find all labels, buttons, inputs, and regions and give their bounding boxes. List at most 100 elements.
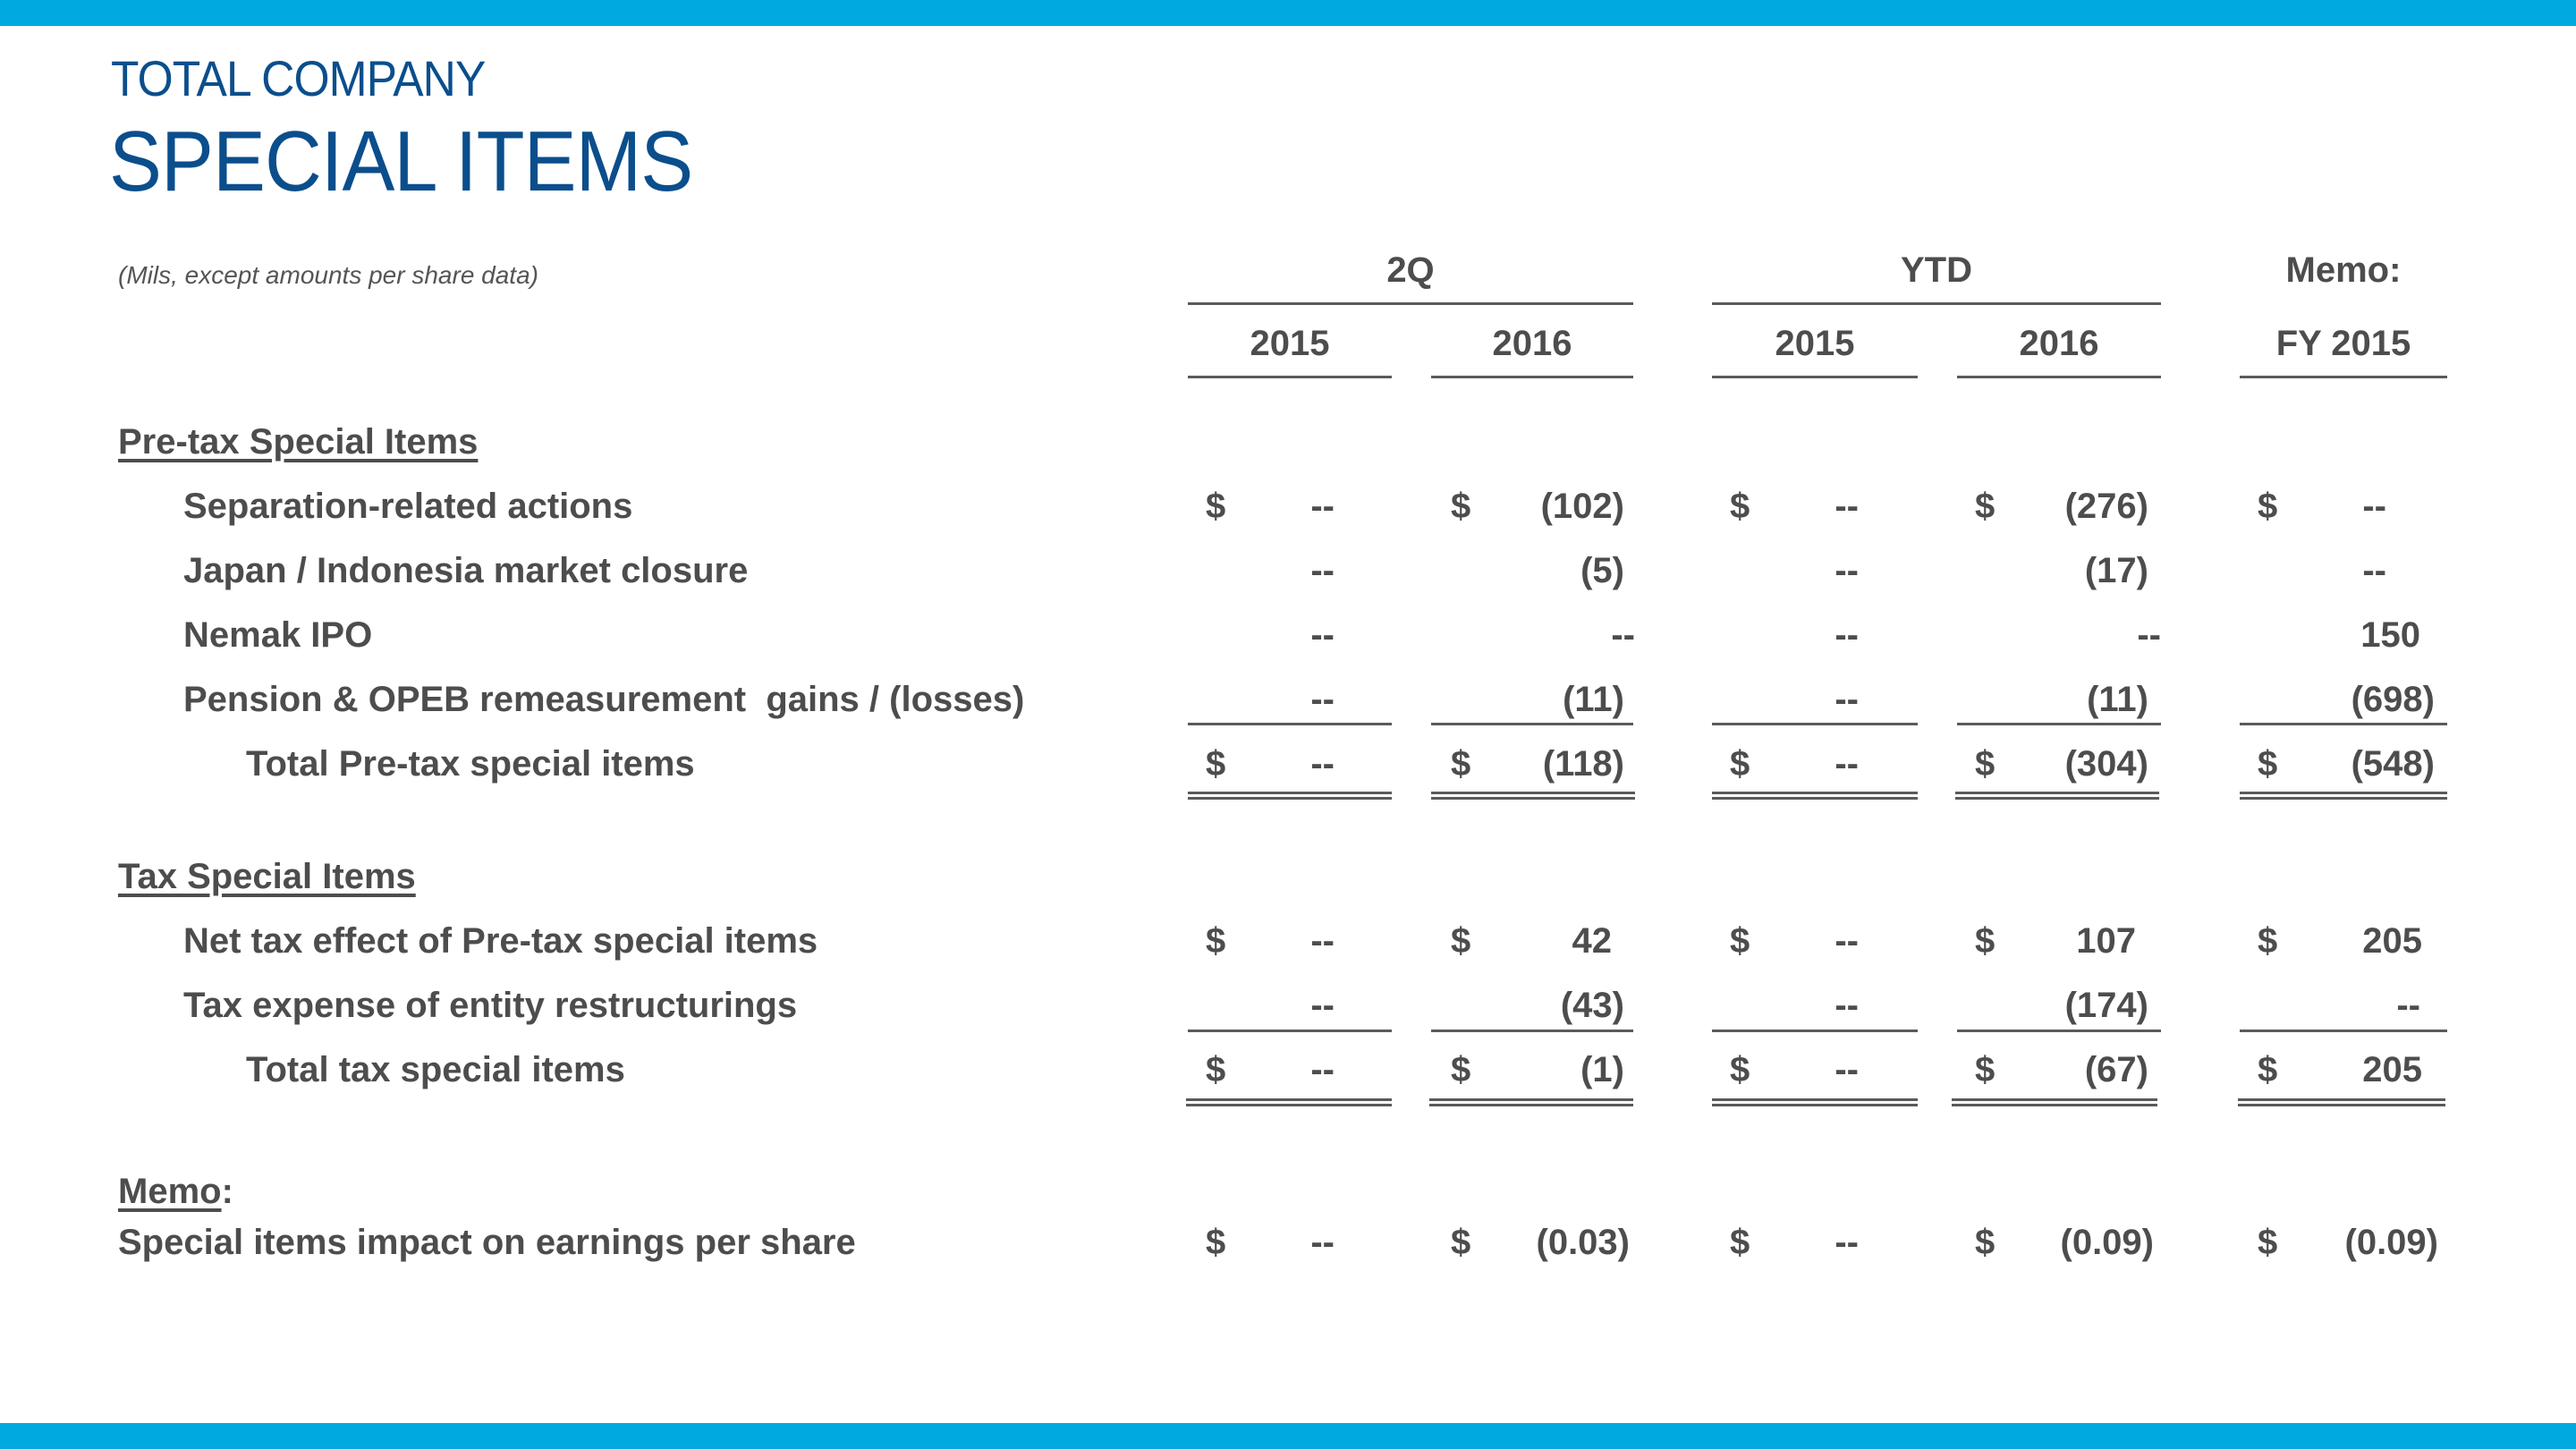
- cell-ytd-2015: --: [1835, 487, 1859, 526]
- section-header-memo: Memo:: [0, 1170, 2576, 1213]
- subtotal-rule: [1957, 1030, 2161, 1032]
- memo-heading: Memo:: [118, 1170, 233, 1213]
- subtotal-rule: [2240, 1030, 2447, 1032]
- cell-ytd-2016: (67): [2084, 1050, 2148, 1089]
- cell-2q-2015: --: [1310, 615, 1335, 655]
- row-label: Separation-related actions: [183, 487, 633, 526]
- cell-ytd-2016: --: [2137, 615, 2161, 655]
- row-label: Special items impact on earnings per sha…: [118, 1223, 856, 1262]
- cell-2q-2016: (118): [1542, 744, 1624, 784]
- memo-colon: :: [221, 1172, 233, 1211]
- cell-2q-2015: --: [1310, 680, 1335, 719]
- section-header-tax: Tax Special Items: [0, 855, 2576, 898]
- subtotal-rule: [2240, 723, 2447, 725]
- cell-memo-fy2015: (698): [2351, 680, 2435, 719]
- row-label: Tax expense of entity restructurings: [183, 986, 798, 1025]
- currency-symbol: $: [1730, 1050, 1750, 1089]
- total-double-rule: [1712, 792, 1918, 800]
- year-rule: [1188, 376, 1392, 378]
- subtotal-rule: [1712, 723, 1918, 725]
- cell-memo-fy2015: --: [2362, 487, 2386, 526]
- subtotal-rule: [1188, 1030, 1392, 1032]
- currency-symbol: $: [1206, 1050, 1226, 1089]
- table-row: Tax expense of entity restructurings -- …: [0, 984, 2576, 1027]
- table-row: Nemak IPO -- -- -- -- 150: [0, 614, 2576, 657]
- col-2q-2015: 2015: [1250, 324, 1330, 363]
- cell-memo-fy2015: --: [2396, 986, 2420, 1025]
- table-row-total: Total Pre-tax special items $ -- $ (118)…: [0, 742, 2576, 785]
- group-rule-ytd: [1712, 302, 2161, 305]
- currency-symbol: $: [1451, 921, 1471, 961]
- total-double-rule: [1186, 1098, 1392, 1106]
- total-double-rule: [1429, 1098, 1633, 1106]
- table-row: Japan / Indonesia market closure -- (5) …: [0, 549, 2576, 592]
- cell-ytd-2015: --: [1835, 1223, 1859, 1262]
- cell-memo-fy2015: (0.09): [2344, 1223, 2439, 1262]
- cell-ytd-2015: --: [1835, 551, 1859, 590]
- cell-2q-2016: (0.03): [1536, 1223, 1631, 1262]
- cell-ytd-2015: --: [1835, 1050, 1859, 1089]
- cell-memo-fy2015: 205: [2362, 1050, 2422, 1089]
- currency-symbol: $: [1451, 487, 1471, 526]
- units-note: (Mils, except amounts per share data): [118, 261, 538, 289]
- year-rule: [1431, 376, 1633, 378]
- currency-symbol: $: [1975, 487, 1996, 526]
- cell-ytd-2015: --: [1835, 680, 1859, 719]
- currency-symbol: $: [1451, 744, 1471, 784]
- row-label: Japan / Indonesia market closure: [183, 551, 749, 590]
- total-double-rule: [1712, 1098, 1918, 1106]
- cell-memo-fy2015: 150: [2360, 615, 2420, 655]
- cell-2q-2015: --: [1310, 921, 1335, 961]
- row-label: Nemak IPO: [183, 615, 373, 655]
- cell-2q-2016: (1): [1580, 1050, 1624, 1089]
- subtotal-rule: [1431, 723, 1633, 725]
- col-ytd-2016: 2016: [2019, 324, 2099, 363]
- cell-2q-2016: (43): [1560, 986, 1624, 1025]
- cell-2q-2016: --: [1611, 615, 1635, 655]
- total-double-rule: [2240, 792, 2447, 800]
- col-group-2q: 2Q: [1386, 250, 1435, 290]
- currency-symbol: $: [1206, 1223, 1226, 1262]
- total-double-rule: [2238, 1098, 2445, 1106]
- cell-2q-2016: (5): [1580, 551, 1624, 590]
- cell-ytd-2016: (174): [2064, 986, 2148, 1025]
- currency-symbol: $: [1975, 921, 1996, 961]
- col-group-memo: Memo:: [2285, 250, 2402, 290]
- cell-memo-fy2015: --: [2362, 551, 2386, 590]
- cell-ytd-2015: --: [1835, 744, 1859, 784]
- row-label: Total Pre-tax special items: [246, 744, 695, 784]
- cell-ytd-2016: (276): [2064, 487, 2148, 526]
- col-group-ytd: YTD: [1901, 250, 1972, 290]
- cell-2q-2016: 42: [1572, 921, 1613, 961]
- currency-symbol: $: [1975, 1050, 1996, 1089]
- total-double-rule: [1431, 792, 1635, 800]
- section-title: Memo: [118, 1172, 222, 1211]
- cell-2q-2015: --: [1310, 1223, 1335, 1262]
- cell-ytd-2015: --: [1835, 615, 1859, 655]
- currency-symbol: $: [1975, 1223, 1996, 1262]
- col-2q-2016: 2016: [1492, 324, 1572, 363]
- table-row: Special items impact on earnings per sha…: [0, 1221, 2576, 1264]
- year-rule: [1957, 376, 2161, 378]
- cell-ytd-2015: --: [1835, 921, 1859, 961]
- cell-ytd-2016: 107: [2076, 921, 2136, 961]
- total-double-rule: [1188, 792, 1392, 800]
- currency-symbol: $: [1206, 487, 1226, 526]
- currency-symbol: $: [2258, 1223, 2278, 1262]
- cell-ytd-2016: (17): [2084, 551, 2148, 590]
- currency-symbol: $: [1730, 1223, 1750, 1262]
- top-accent-band: [0, 0, 2576, 26]
- currency-symbol: $: [2258, 744, 2278, 784]
- cell-memo-fy2015: 205: [2362, 921, 2422, 961]
- subtotal-rule: [1712, 1030, 1918, 1032]
- subtotal-rule: [1188, 723, 1392, 725]
- cell-2q-2016: (102): [1540, 487, 1624, 526]
- table-row: Separation-related actions $ -- $ (102) …: [0, 485, 2576, 528]
- currency-symbol: $: [1730, 921, 1750, 961]
- table-row: Net tax effect of Pre-tax special items …: [0, 919, 2576, 962]
- cell-2q-2015: --: [1310, 487, 1335, 526]
- page-title: SPECIAL ITEMS: [109, 114, 693, 209]
- table-row-total: Total tax special items $ -- $ (1) $ -- …: [0, 1048, 2576, 1091]
- cell-memo-fy2015: (548): [2351, 744, 2435, 784]
- cell-2q-2015: --: [1310, 986, 1335, 1025]
